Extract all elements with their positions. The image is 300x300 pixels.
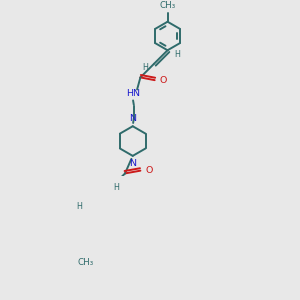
Text: N: N [129,159,136,168]
Text: N: N [129,115,136,124]
Text: HN: HN [126,89,140,98]
Text: CH₃: CH₃ [77,258,94,267]
Text: H: H [142,63,148,72]
Text: H: H [76,202,82,211]
Text: H: H [174,50,180,59]
Text: O: O [160,76,167,85]
Text: H: H [113,183,119,192]
Text: CH₃: CH₃ [159,1,176,10]
Text: O: O [145,166,153,175]
